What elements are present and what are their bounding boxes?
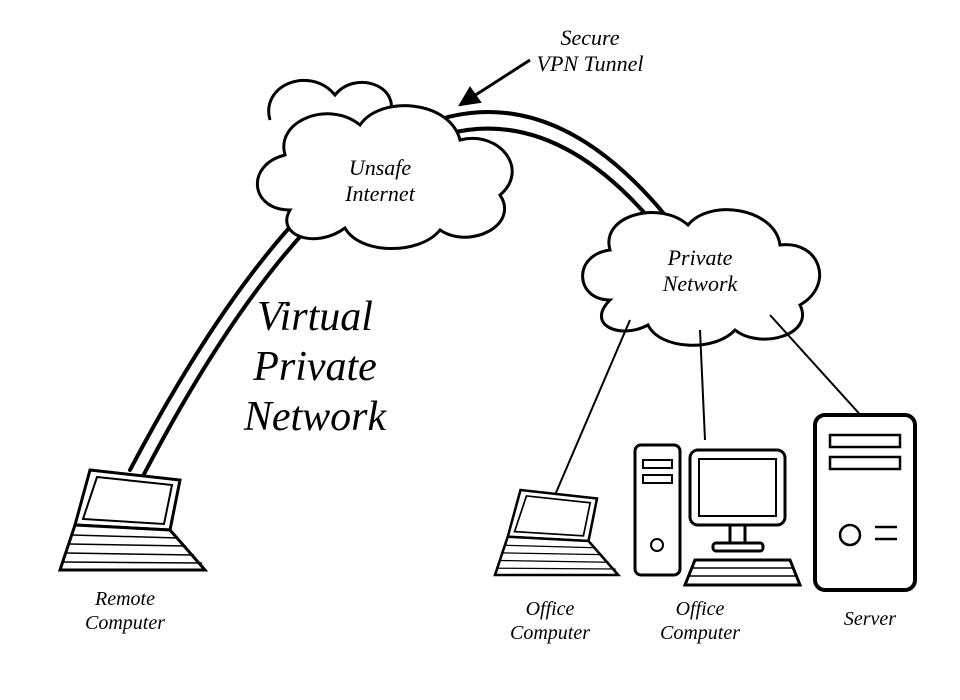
tunnel-label-line2: VPN Tunnel	[537, 51, 644, 76]
remote-computer-label-line1: Remote	[94, 588, 155, 610]
vpn-diagram: Virtual Private Network Secure VPN Tunne…	[0, 0, 960, 700]
tunnel-label-arrow-head	[460, 88, 480, 105]
server-icon	[815, 415, 915, 590]
office-laptop-icon	[495, 490, 618, 575]
connector-to-office-desktop	[700, 330, 705, 440]
connector-to-server	[770, 315, 865, 420]
private-network-label-line2: Network	[662, 271, 739, 296]
office-desktop-label-line1: Office	[676, 598, 725, 620]
diagram-title-line1: Virtual	[257, 294, 373, 340]
private-network-label-line1: Private	[667, 245, 733, 270]
unsafe-internet-label-line1: Unsafe	[349, 155, 412, 180]
server-label: Server	[844, 608, 896, 630]
tunnel-label-line1: Secure	[560, 25, 619, 50]
office-desktop-label-line2: Computer	[660, 622, 740, 644]
office-desktop-icon	[635, 445, 800, 585]
remote-computer-label-line2: Computer	[85, 612, 165, 634]
diagram-title-line2: Private	[252, 344, 377, 390]
remote-computer-icon	[60, 470, 205, 570]
unsafe-internet-label-line2: Internet	[344, 181, 416, 206]
office-laptop-label-line2: Computer	[510, 622, 590, 644]
connector-to-office-laptop	[555, 320, 630, 495]
office-laptop-label-line1: Office	[526, 598, 575, 620]
diagram-title-line3: Network	[243, 394, 388, 440]
